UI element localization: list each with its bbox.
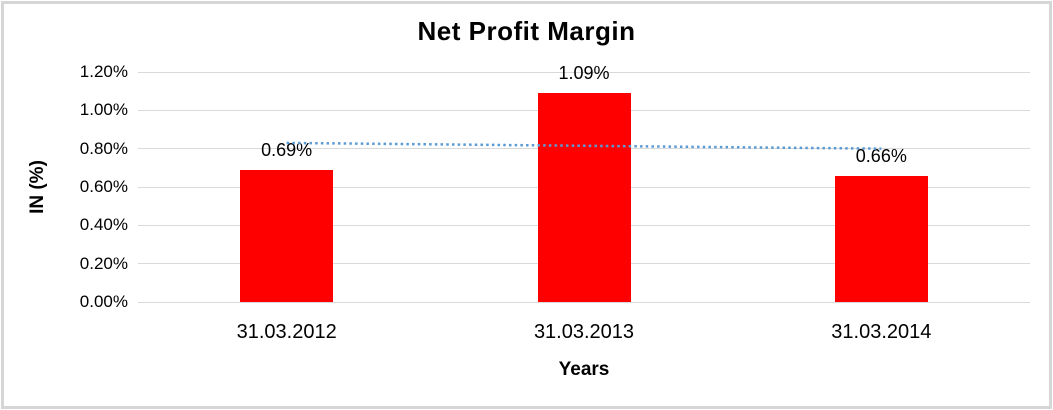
y-tick-label: 1.20% [79,62,128,81]
trendline [286,141,882,150]
y-tick-label: 0.20% [79,253,128,273]
bar-value-label: 0.69% [261,139,313,160]
y-tick-label: 0.40% [79,215,128,235]
y-tick-label: 0.60% [79,177,128,196]
x-axis-title: Years [558,359,610,380]
bar [537,93,631,302]
x-tick-label: 31.03.2014 [831,321,932,343]
x-tick-label: 31.03.2013 [533,321,635,343]
y-tick-label: 1.00% [79,100,128,120]
y-tick-label: 0.00% [79,292,128,311]
x-tick-label: 31.03.2012 [236,321,337,343]
chart-title: Net Profit Margin [417,16,636,46]
gridline [138,301,1030,303]
gridline [138,71,1030,73]
bar-value-label: 1.09% [558,63,610,84]
bar [240,169,334,302]
y-tick-label: 0.80% [79,138,128,158]
bar-value-label: 0.66% [855,145,907,166]
bar [834,175,928,302]
